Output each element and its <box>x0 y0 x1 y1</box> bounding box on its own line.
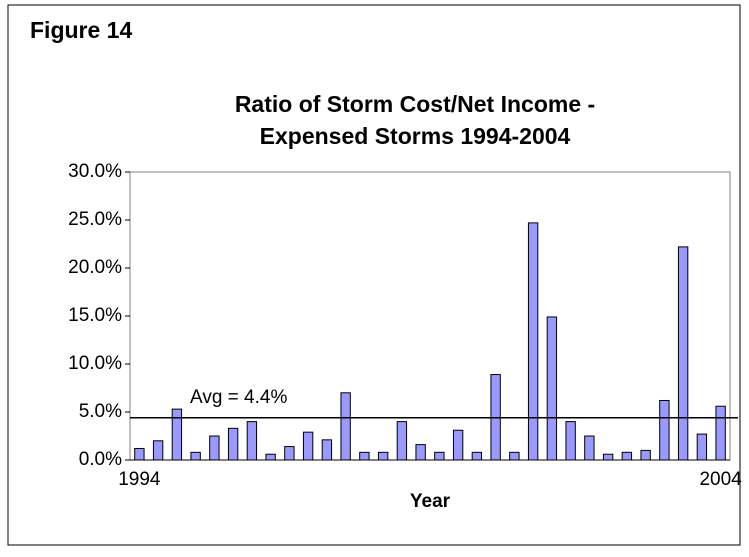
bar <box>471 451 483 461</box>
bar <box>565 421 576 461</box>
x-axis-label: Year <box>410 491 451 512</box>
bar <box>415 444 426 461</box>
bar <box>227 427 239 461</box>
bar <box>602 453 614 461</box>
y-tick-label: 30.0% <box>68 161 122 182</box>
bar <box>284 446 295 461</box>
bar <box>527 222 539 461</box>
x-tick-label: 1994 <box>118 469 161 490</box>
bar <box>640 449 651 461</box>
bar <box>434 451 445 461</box>
bar <box>452 429 464 461</box>
figure-label: Figure 14 <box>30 17 132 43</box>
y-tick-label: 20.0% <box>68 257 122 278</box>
chart-title: Ratio of Storm Cost/Net Income - <box>235 91 595 117</box>
bar <box>321 439 333 461</box>
bar <box>396 421 408 461</box>
bar <box>659 399 670 461</box>
bar <box>509 451 520 461</box>
y-tick-label: 25.0% <box>68 209 122 230</box>
x-tick-label: 2004 <box>699 469 742 490</box>
bar <box>152 440 164 461</box>
chart-subtitle: Expensed Storms 1994-2004 <box>260 123 571 149</box>
bar <box>377 451 389 461</box>
y-tick-label: 10.0% <box>68 353 122 374</box>
y-tick-label: 0.0% <box>79 449 122 470</box>
bar <box>359 451 370 461</box>
average-label: Avg = 4.4% <box>190 387 287 408</box>
bar <box>621 451 633 461</box>
y-tick-label: 15.0% <box>68 305 122 326</box>
bar <box>715 405 726 461</box>
bar <box>584 435 595 461</box>
bar <box>546 316 558 461</box>
bar <box>134 447 145 461</box>
bar <box>265 453 276 461</box>
bar <box>696 433 708 461</box>
bar <box>190 451 201 461</box>
bar <box>302 431 314 461</box>
bar <box>677 246 689 461</box>
bar <box>246 421 258 461</box>
y-tick-label: 5.0% <box>79 401 122 422</box>
bar <box>209 435 220 461</box>
bar <box>340 392 351 461</box>
bar <box>171 408 183 461</box>
